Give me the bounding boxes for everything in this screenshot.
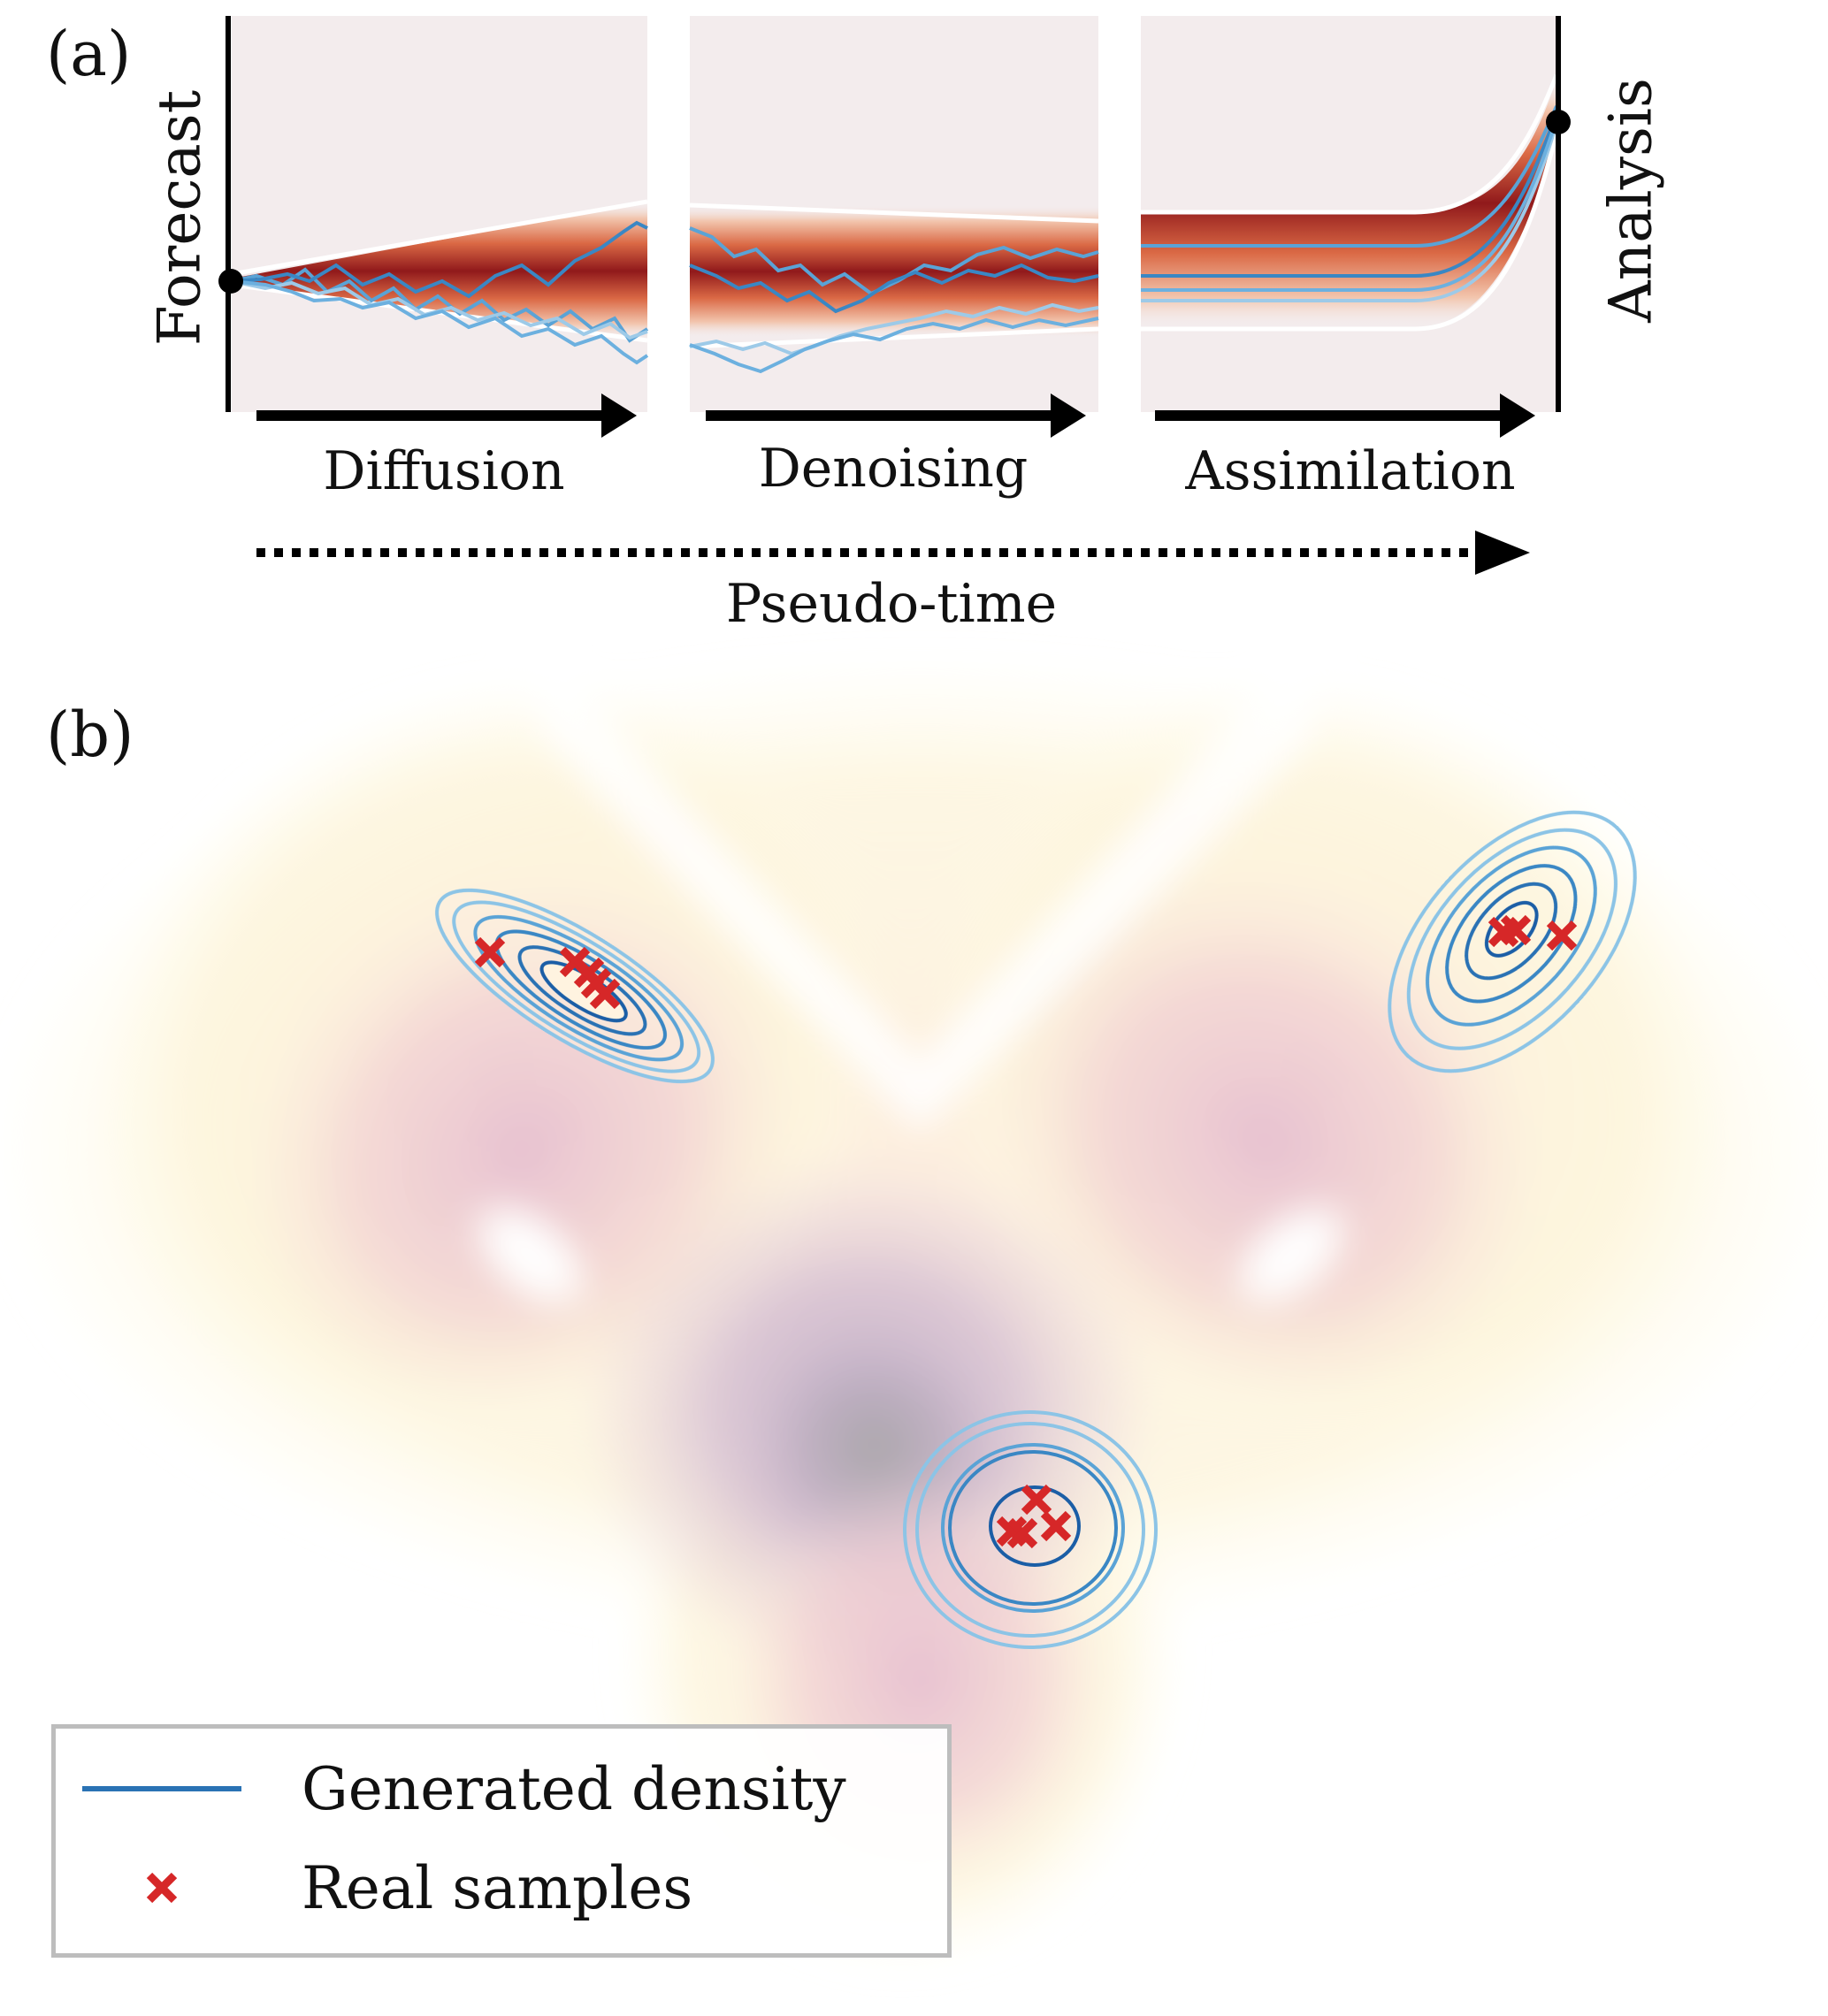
contour bbox=[1388, 810, 1637, 1073]
legend-cross-swatch bbox=[146, 1872, 178, 1904]
trajectory bbox=[231, 279, 649, 365]
panel-b-tag: (b) bbox=[46, 699, 134, 771]
trajectory bbox=[231, 279, 648, 340]
density-hole-left bbox=[463, 1194, 599, 1317]
trajectory bbox=[689, 302, 1099, 356]
diffusion-trajectories bbox=[231, 220, 649, 365]
sample-marker bbox=[474, 936, 506, 968]
legend: Generated density Real samples bbox=[51, 1724, 952, 1958]
analysis-point bbox=[1546, 110, 1571, 134]
contour-cluster-upper-left bbox=[435, 888, 715, 1084]
density-right-ring bbox=[986, 868, 1543, 1413]
contour-cluster-upper-right bbox=[1388, 810, 1637, 1073]
denoising-ensemble-band bbox=[690, 205, 1098, 338]
diffusion-ensemble-band bbox=[232, 202, 647, 340]
denoising-arrowhead bbox=[1051, 393, 1086, 438]
trajectory bbox=[689, 317, 1099, 374]
contour bbox=[941, 1443, 1125, 1613]
contour-cluster-bottom bbox=[903, 1410, 1158, 1649]
contour bbox=[1406, 828, 1618, 1050]
stage-label-assimilation: Assimilation bbox=[1185, 440, 1516, 502]
real-samples bbox=[474, 914, 1578, 1549]
density-v-notch bbox=[513, 619, 1327, 1132]
legend-label-real: Real samples bbox=[302, 1854, 693, 1922]
contour bbox=[1426, 845, 1597, 1027]
diffusion-arrowhead bbox=[601, 393, 637, 438]
analysis-label: Analysis bbox=[1596, 78, 1665, 323]
panel-b bbox=[0, 619, 1828, 1972]
contour bbox=[1445, 864, 1578, 1004]
stage-label-diffusion: Diffusion bbox=[323, 440, 565, 502]
assimilation-band-upper-edge bbox=[1141, 74, 1559, 215]
trajectory bbox=[1141, 105, 1558, 248]
pseudo-time-arrowhead bbox=[1475, 531, 1530, 575]
trajectory bbox=[1141, 123, 1558, 302]
panel-a bbox=[218, 16, 1571, 575]
assimilation-ensemble-band bbox=[1141, 80, 1556, 327]
trajectory bbox=[231, 220, 648, 299]
contour bbox=[989, 1485, 1081, 1567]
contour bbox=[473, 914, 685, 1062]
diffusion-band-upper-edge bbox=[231, 199, 648, 277]
contour bbox=[452, 900, 701, 1073]
forecast-label: Forecast bbox=[145, 89, 214, 347]
contour bbox=[903, 1410, 1158, 1649]
assimilation-trajectories bbox=[1141, 105, 1558, 302]
panel-a-tag: (a) bbox=[46, 18, 132, 90]
stage-label-denoising: Denoising bbox=[758, 438, 1029, 500]
sample-marker bbox=[1006, 1517, 1038, 1549]
legend-label-generated: Generated density bbox=[302, 1755, 846, 1823]
sample-marker bbox=[1040, 1510, 1072, 1542]
denoising-trajectories bbox=[689, 226, 1099, 374]
contour bbox=[1465, 882, 1558, 981]
assimilation-arrowhead bbox=[1500, 393, 1535, 438]
trajectory bbox=[1141, 118, 1558, 292]
forecast-point bbox=[218, 269, 243, 294]
contour bbox=[915, 1422, 1145, 1638]
sample-marker bbox=[589, 978, 621, 1010]
sample-marker bbox=[1500, 914, 1532, 946]
contour bbox=[948, 1450, 1118, 1606]
legend-row-real: Real samples bbox=[56, 1844, 947, 1932]
legend-line-swatch bbox=[82, 1786, 241, 1791]
trajectory bbox=[689, 263, 1099, 314]
denoising-band-upper-edge bbox=[689, 202, 1099, 224]
trajectory bbox=[231, 267, 649, 343]
legend-row-generated: Generated density bbox=[56, 1745, 947, 1833]
assimilation-band-lower-edge bbox=[1141, 132, 1559, 332]
density-hole-right bbox=[1223, 1194, 1359, 1317]
trajectory bbox=[1141, 112, 1558, 278]
sample-marker bbox=[1021, 1484, 1052, 1516]
sample-marker bbox=[1546, 920, 1578, 951]
pseudo-time-label: Pseudo-time bbox=[725, 573, 1058, 635]
